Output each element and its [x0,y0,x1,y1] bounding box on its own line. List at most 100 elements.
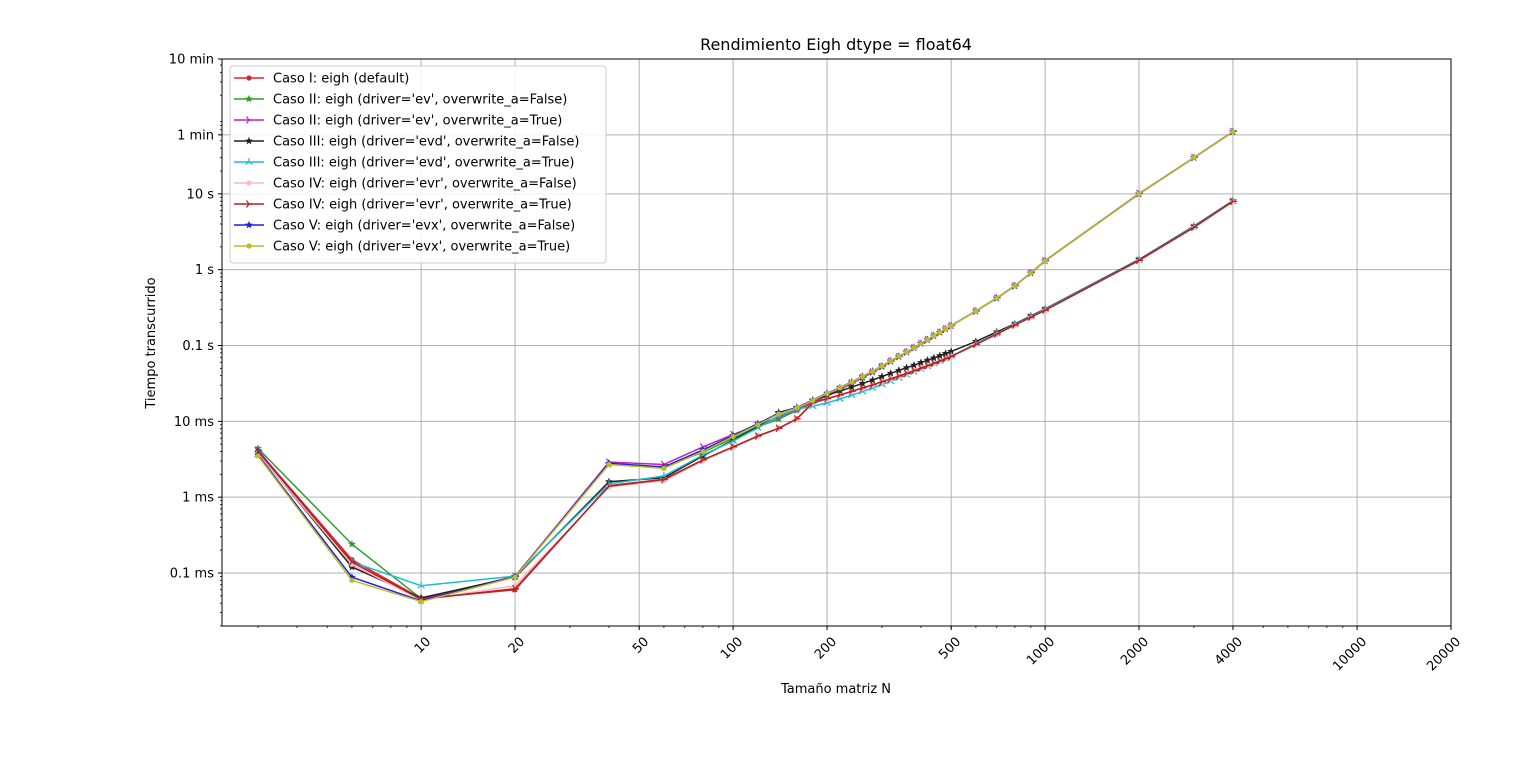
series-point [606,461,612,468]
series-point [877,372,886,380]
series-point [730,433,736,440]
series-point [1191,154,1197,161]
series-point [754,432,762,440]
series-point [911,345,917,351]
series-point [512,584,520,593]
series-point [755,422,761,428]
legend-marker [245,158,253,165]
legend-marker [246,180,252,186]
y-tick-label: 10 s [187,187,215,202]
series-point [859,384,867,392]
series-point [902,363,911,372]
series-point [1230,128,1236,135]
series-point [824,391,830,397]
y-tick-label: 10 ms [174,415,214,430]
series-point [858,379,867,387]
series-point [254,444,262,452]
legend-label: Caso V: eigh (driver='evx', overwrite_a=… [273,219,575,234]
series-point [878,377,886,386]
y-tick-label: 10 min [169,53,214,68]
legend-entry: Caso I: eigh (default) [234,72,409,87]
legend-entry: Caso III: eigh (driver='evd', overwrite_… [234,156,574,171]
series-point [929,353,938,362]
series-point [859,373,866,380]
series-point [941,349,950,357]
legend-label: Caso IV: eigh (driver='evr', overwrite_a… [273,198,572,213]
series-point [347,539,356,548]
series-point [948,352,956,361]
series-point [848,387,856,396]
legend-entry: Caso V: eigh (driver='evx', overwrite_a=… [234,240,570,255]
series-point [943,326,949,332]
series-8 [255,128,1236,605]
series-point [930,359,938,368]
y-tick-label: 0.1 ms [170,566,214,581]
legend-marker [246,75,252,81]
series-point [937,329,943,335]
legend-marker [245,136,253,145]
series-point [836,391,844,399]
series-point [1011,321,1019,329]
legend-entry: Caso V: eigh (driver='evx', overwrite_a=… [234,219,575,234]
series-point [923,356,932,364]
series-point [924,361,932,370]
legend-label: Caso V: eigh (driver='evx', overwrite_a=… [273,240,570,255]
series-point [972,340,980,349]
series-point [1136,191,1142,197]
series-point [870,368,876,374]
legend-marker [245,220,253,229]
series-point [911,366,918,375]
series-point [810,397,816,404]
series-point [903,369,911,378]
legend-entry: Caso IV: eigh (driver='evr', overwrite_a… [234,198,572,213]
y-tick-label: 1 min [177,128,214,143]
series-point [896,353,902,359]
legend-box [229,65,607,264]
legend-marker [246,243,252,249]
series-point [887,375,895,383]
series-point [895,372,903,380]
series-point [918,340,924,347]
legend: Caso I: eigh (default) Caso II: eigh (dri… [229,65,607,264]
series-point [1027,313,1035,322]
series-point [349,577,355,583]
legend-label: Caso III: eigh (driver='evd', overwrite_… [273,156,574,171]
y-axis-label: Tiempo transcurrido [144,277,159,409]
series-point [347,573,356,581]
legend-marker [246,200,253,208]
series-point [888,358,894,364]
legend-marker [246,116,253,124]
series-point [659,473,668,482]
x-axis-label: Tamaño matriz N [780,682,891,697]
series-point [512,574,518,580]
chart-title: Rendimiento Eigh dtype = float64 [700,35,972,54]
series-point [417,581,425,589]
legend-entry: Caso II: eigh (driver='ev', overwrite_a=… [234,114,562,129]
series-point [973,308,979,314]
legend-label: Caso II: eigh (driver='ev', overwrite_a=… [273,114,562,129]
plot-area [254,127,1237,605]
series-point [869,380,877,389]
series-point [1012,283,1018,289]
series-point [794,405,800,411]
series-point [947,347,956,355]
series-point [904,349,910,355]
y-tick-label: 0.1 s [182,339,214,354]
series-point [699,456,707,464]
series-point [868,375,877,384]
series-point [935,351,944,360]
series-point [793,414,801,423]
series-point [917,364,925,372]
series-point [849,379,855,385]
series-point [894,366,903,374]
series-point [255,453,261,459]
legend-entry: Caso III: eigh (driver='evd', overwrite_… [234,135,579,150]
series-line [257,130,1234,603]
series-point [775,424,783,433]
series-point [931,333,937,339]
series-point [835,386,844,395]
series-point [847,382,856,391]
legend-label: Caso II: eigh (driver='ev', overwrite_a=… [273,93,567,108]
legend-marker [245,94,253,103]
